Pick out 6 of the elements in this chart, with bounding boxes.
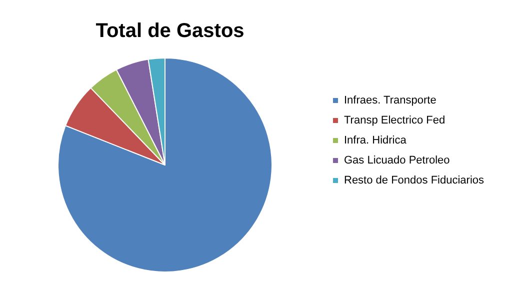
- legend-label: Resto de Fondos Fiduciarios: [344, 174, 485, 186]
- legend-label: Transp Electrico Fed: [344, 114, 446, 126]
- chart-title: Total de Gastos: [96, 20, 244, 42]
- legend-label: Gas Licuado Petroleo: [344, 154, 450, 166]
- legend-label: Infraes. Transporte: [344, 94, 436, 106]
- legend-label: Infra. Hidrica: [344, 134, 408, 146]
